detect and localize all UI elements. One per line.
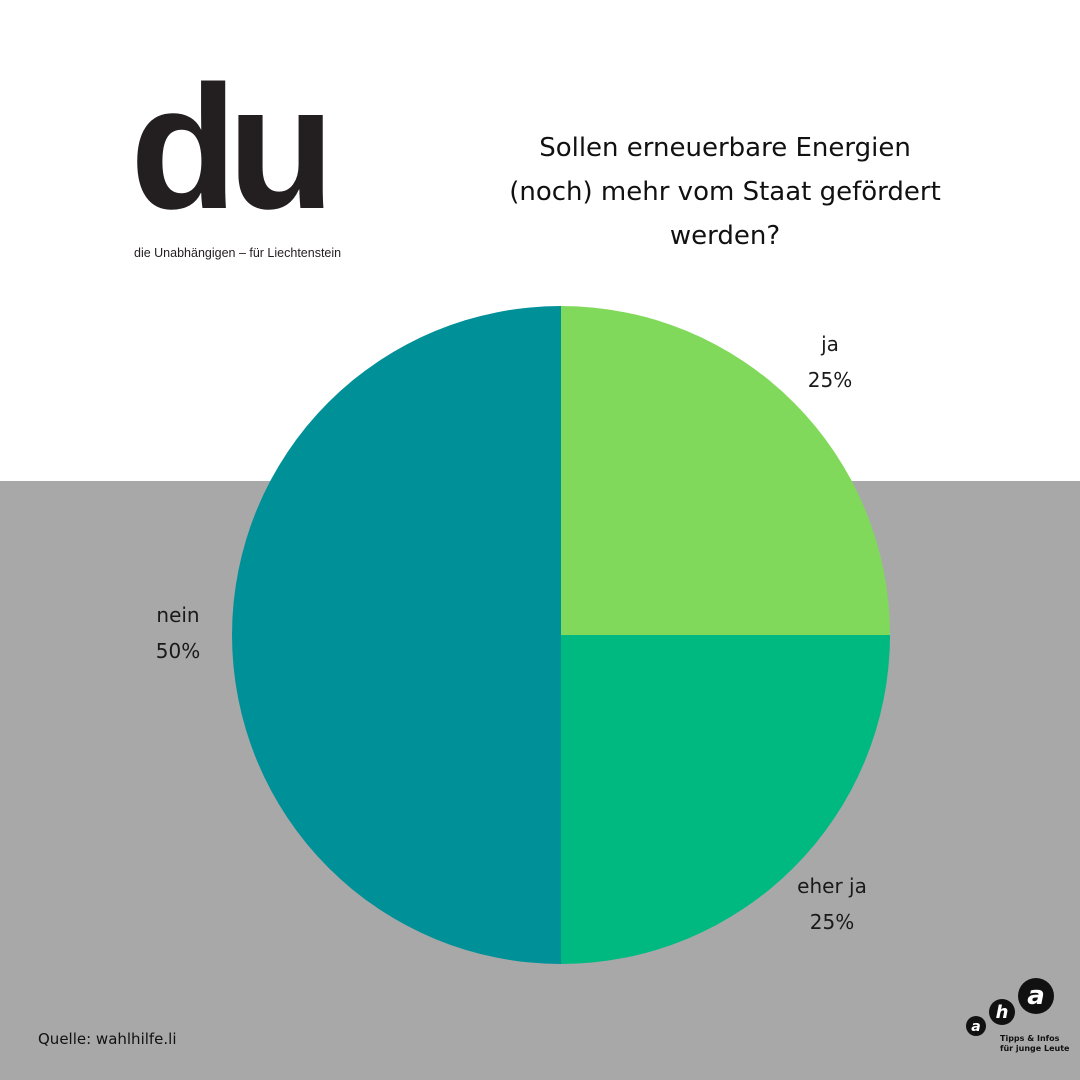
- slice-label-name: eher ja: [797, 874, 867, 898]
- slice-label-value: 25%: [809, 910, 855, 934]
- aha-tagline-line: für junge Leute: [1000, 1044, 1070, 1053]
- slice-label-nein: nein 50%: [138, 597, 218, 669]
- slice-label-eher-ja: eher ja 25%: [782, 868, 882, 940]
- aha-letter: h: [996, 1002, 1009, 1023]
- chart-title-line: werden?: [669, 221, 781, 251]
- logo-tagline: die Unabhängigen – für Liechtenstein: [134, 246, 342, 260]
- aha-letter: a: [971, 1019, 980, 1035]
- aha-logo-mark: a h a: [966, 978, 1054, 1036]
- chart-title-line: (noch) mehr vom Staat gefördert: [509, 177, 941, 207]
- chart-title-line: Sollen erneuerbare Energien: [539, 133, 911, 163]
- aha-logo: a h a Tipps & Infos für junge Leute: [960, 976, 1070, 1056]
- slice-label-name: ja: [821, 332, 839, 356]
- aha-letter: a: [1027, 981, 1045, 1011]
- pie-slice-ja: [561, 306, 890, 635]
- aha-tagline: Tipps & Infos für junge Leute: [1000, 1034, 1069, 1054]
- pie-slice-eher-ja: [561, 635, 890, 964]
- slice-label-ja: ja 25%: [790, 326, 870, 398]
- slice-label-name: nein: [156, 603, 200, 627]
- aha-tagline-line: Tipps & Infos: [1000, 1034, 1060, 1043]
- source-note: Quelle: wahlhilfe.li: [38, 1030, 177, 1048]
- logo-wordmark: du: [130, 50, 335, 246]
- du-logo: du die Unabhängigen – für Liechtenstein: [130, 60, 342, 262]
- chart-title: Sollen erneuerbare Energien (noch) mehr …: [490, 126, 960, 258]
- slice-label-value: 50%: [155, 639, 201, 663]
- slice-label-value: 25%: [807, 368, 853, 392]
- pie-slice-nein: [232, 306, 561, 964]
